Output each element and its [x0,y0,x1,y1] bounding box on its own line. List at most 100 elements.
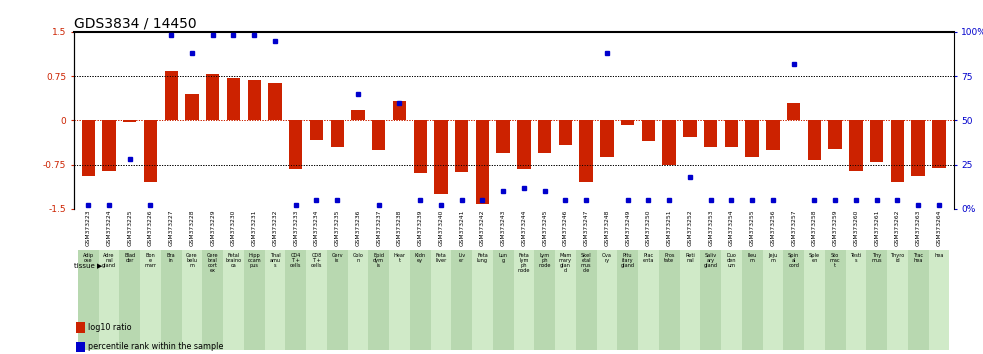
Text: GSM373246: GSM373246 [563,210,568,246]
Bar [804,250,825,350]
Text: GSM373244: GSM373244 [522,210,527,246]
Bar [248,80,261,120]
Bar [517,120,531,169]
Bar [227,78,240,120]
Bar [663,120,676,165]
Bar [621,120,634,125]
Text: Duo
den
um: Duo den um [726,253,736,268]
Bar [580,120,593,182]
Bar [451,250,472,350]
Text: GSM373225: GSM373225 [127,210,133,246]
Text: GSM373229: GSM373229 [210,210,215,246]
Text: GSM373232: GSM373232 [272,210,277,246]
Bar [182,250,202,350]
Bar [891,120,904,182]
Text: Thyro
id: Thyro id [891,253,904,263]
Text: GSM373251: GSM373251 [666,210,671,246]
Bar [558,120,572,145]
Bar [410,250,431,350]
Text: GSM373252: GSM373252 [687,210,692,246]
Text: GSM373247: GSM373247 [584,210,589,246]
Text: Ileu
m: Ileu m [748,253,757,263]
Text: GSM373258: GSM373258 [812,210,817,246]
Bar [98,250,119,350]
Text: GSM373235: GSM373235 [335,210,340,246]
Text: GDS3834 / 14450: GDS3834 / 14450 [74,17,197,31]
Text: CD8
T +
cells: CD8 T + cells [311,253,322,268]
Text: GSM373233: GSM373233 [293,210,298,246]
Bar [724,120,738,147]
Bar [496,120,510,153]
Bar [327,250,348,350]
Text: GSM373228: GSM373228 [190,210,195,246]
Bar [849,120,863,171]
Text: Spin
al
cord: Spin al cord [788,253,799,268]
Text: Adre
nal
gland: Adre nal gland [102,253,116,268]
Text: GSM373226: GSM373226 [148,210,153,246]
Bar [78,250,98,350]
Text: log10 ratio: log10 ratio [88,323,132,332]
Bar [264,250,285,350]
Bar [601,120,613,157]
Text: Cere
belu
m: Cere belu m [186,253,198,268]
Text: Feta
lung: Feta lung [477,253,488,263]
Bar [555,250,576,350]
Text: GSM373245: GSM373245 [543,210,548,246]
Text: GSM373262: GSM373262 [895,210,900,246]
Text: Saliv
ary
gland: Saliv ary gland [704,253,718,268]
Text: GSM373264: GSM373264 [937,210,942,246]
Text: GSM373250: GSM373250 [646,210,651,246]
Text: tissue ▶: tissue ▶ [74,262,102,268]
Text: GSM373260: GSM373260 [853,210,858,246]
Bar [908,250,929,350]
Bar [310,120,323,140]
Text: Reti
nal: Reti nal [685,253,695,263]
Bar [513,250,535,350]
Bar [223,250,244,350]
Text: GSM373248: GSM373248 [605,210,609,246]
Bar [679,250,700,350]
Bar [617,250,638,350]
Bar [787,103,800,120]
Bar [866,250,887,350]
Text: Cere
bral
cort
ex: Cere bral cort ex [207,253,218,273]
Text: Colo
n: Colo n [353,253,364,263]
Bar [911,120,925,176]
Bar [306,250,327,350]
Text: Feta
liver: Feta liver [435,253,446,263]
Bar [766,120,780,150]
Bar [455,120,469,172]
Bar [289,120,303,169]
Bar [393,102,406,120]
Bar [870,120,884,162]
Text: CD4
T +
cells: CD4 T + cells [290,253,302,268]
Text: GSM373238: GSM373238 [397,210,402,246]
Bar [745,120,759,157]
Text: Pros
tate: Pros tate [665,253,674,263]
Text: Trac
hea: Trac hea [913,253,923,263]
Bar [330,120,344,147]
Bar [808,120,821,160]
Text: Epid
dym
is: Epid dym is [374,253,384,268]
Bar [76,322,85,333]
Bar [722,250,742,350]
Text: Skel
etal
mus
cle: Skel etal mus cle [581,253,592,273]
Bar [932,120,946,167]
Text: Ova
ry: Ova ry [602,253,612,263]
Bar [825,250,845,350]
Bar [929,250,950,350]
Text: Thy
mus: Thy mus [872,253,882,263]
Text: percentile rank within the sample: percentile rank within the sample [88,342,224,352]
Bar [268,82,282,120]
Text: Thal
amu
s: Thal amu s [269,253,280,268]
Text: Feta
lym
ph
node: Feta lym ph node [518,253,530,273]
Text: GSM373227: GSM373227 [169,210,174,246]
Bar [700,250,722,350]
Text: Liv
er: Liv er [458,253,465,263]
Text: Plac
enta: Plac enta [643,253,654,263]
Text: GSM373249: GSM373249 [625,210,630,246]
Bar [76,342,85,352]
Bar [161,250,182,350]
Text: GSM373243: GSM373243 [500,210,505,246]
Text: Hipp
ocam
pus: Hipp ocam pus [248,253,261,268]
